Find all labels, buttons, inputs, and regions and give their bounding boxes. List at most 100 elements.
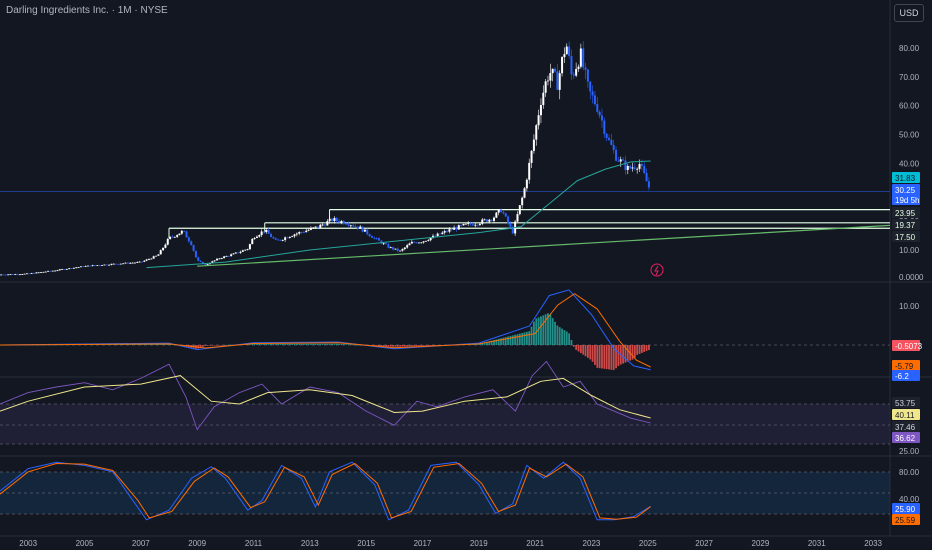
macd-tag: -0.5073 [895,342,923,351]
macd-bar [216,345,218,346]
candle-body [643,165,646,173]
macd-bar [310,343,312,345]
price-tag-bg [892,194,920,205]
macd-bar [554,321,556,345]
time-axis-tick: 2023 [583,539,601,548]
time-axis-tick: 2019 [470,539,488,548]
macd-bar [406,345,409,347]
candle-body [279,239,282,241]
candle-body [593,95,596,105]
candle-body [230,254,233,257]
macd-bar [624,345,627,363]
candle-body [596,104,599,112]
candle-body [0,274,3,276]
price-tag-bg [892,219,920,230]
candle-body [467,223,470,224]
candle-body [44,271,47,273]
candle-body [138,261,141,263]
macd-bar [267,343,270,345]
macd-bar [584,345,587,357]
candle-body [220,258,223,259]
time-axis-tick: 2009 [188,539,206,548]
candle-body [58,269,61,271]
rsi-tag: 40.11 [895,411,915,420]
price-tag-bg [892,207,920,218]
macd-bar [342,344,345,345]
macd-bar [579,345,582,354]
macd-bar [253,343,256,345]
candle-body [225,255,228,257]
macd-bar [293,343,296,345]
candle-body [237,252,240,254]
candle-body [307,229,310,231]
candles [0,41,650,276]
candle-body [185,231,188,238]
macd-bar [563,330,566,345]
price-tag-bg [892,172,920,183]
candle-body [340,221,343,223]
macd-bar [260,343,263,345]
candle-body [4,274,7,276]
macd-bar [589,345,592,360]
macd-bar [389,345,392,347]
candle-body [201,261,204,265]
macd-bar [413,345,416,347]
candle-body [453,227,456,230]
candle-body [450,229,453,231]
candle-body [424,240,427,242]
candle-body [608,137,611,140]
candle-body [439,233,442,235]
candle-body [180,230,183,234]
candle-body [422,241,425,243]
candle-body [549,73,552,81]
candle-body [624,160,627,170]
candle-body [584,67,587,70]
candle-body [457,225,460,230]
candle-body [410,241,413,244]
candle-body [140,261,143,263]
candle-body [61,269,64,271]
candle-body [434,235,437,237]
macd-bar [572,345,575,347]
macd-bar [333,343,336,345]
rsi-axis-tick: 25.00 [899,447,920,456]
candle-body [183,230,186,232]
candle-body [300,232,303,233]
price-axis-tick: 50.00 [899,131,920,140]
candle-body [42,271,45,273]
time-axis-tick: 2017 [414,539,432,548]
rsi-tag: 53.75 [895,399,916,408]
macd-bar [272,343,275,345]
candle-body [464,223,467,225]
macd-tag: -6.2 [895,372,909,381]
macd-bar [225,344,228,346]
candle-body [70,268,73,270]
currency-button[interactable]: USD [894,4,924,22]
macd-bar [274,343,277,345]
macd-bar [415,345,418,347]
time-axis-tick: 2007 [132,539,150,548]
candle-body [284,237,287,240]
candle-body [370,236,373,238]
candle-body [75,267,78,269]
candle-body [119,263,122,265]
candle-body [35,272,38,274]
macd-bar [556,325,559,345]
macd-bar [502,337,505,345]
candle-body [316,226,319,228]
candle-body [476,224,479,226]
candle-body [291,236,294,238]
stoch-d-line [0,462,651,520]
candle-body [82,266,85,268]
candle-body [509,223,512,228]
macd-bar [380,345,383,347]
macd-bar [493,340,495,345]
candle-body [589,81,592,92]
macd-bar [577,345,580,352]
candle-body [389,247,392,248]
candle-body [101,265,104,267]
candle-body [478,223,481,225]
candle-body [77,267,80,268]
candle-body [187,237,190,242]
